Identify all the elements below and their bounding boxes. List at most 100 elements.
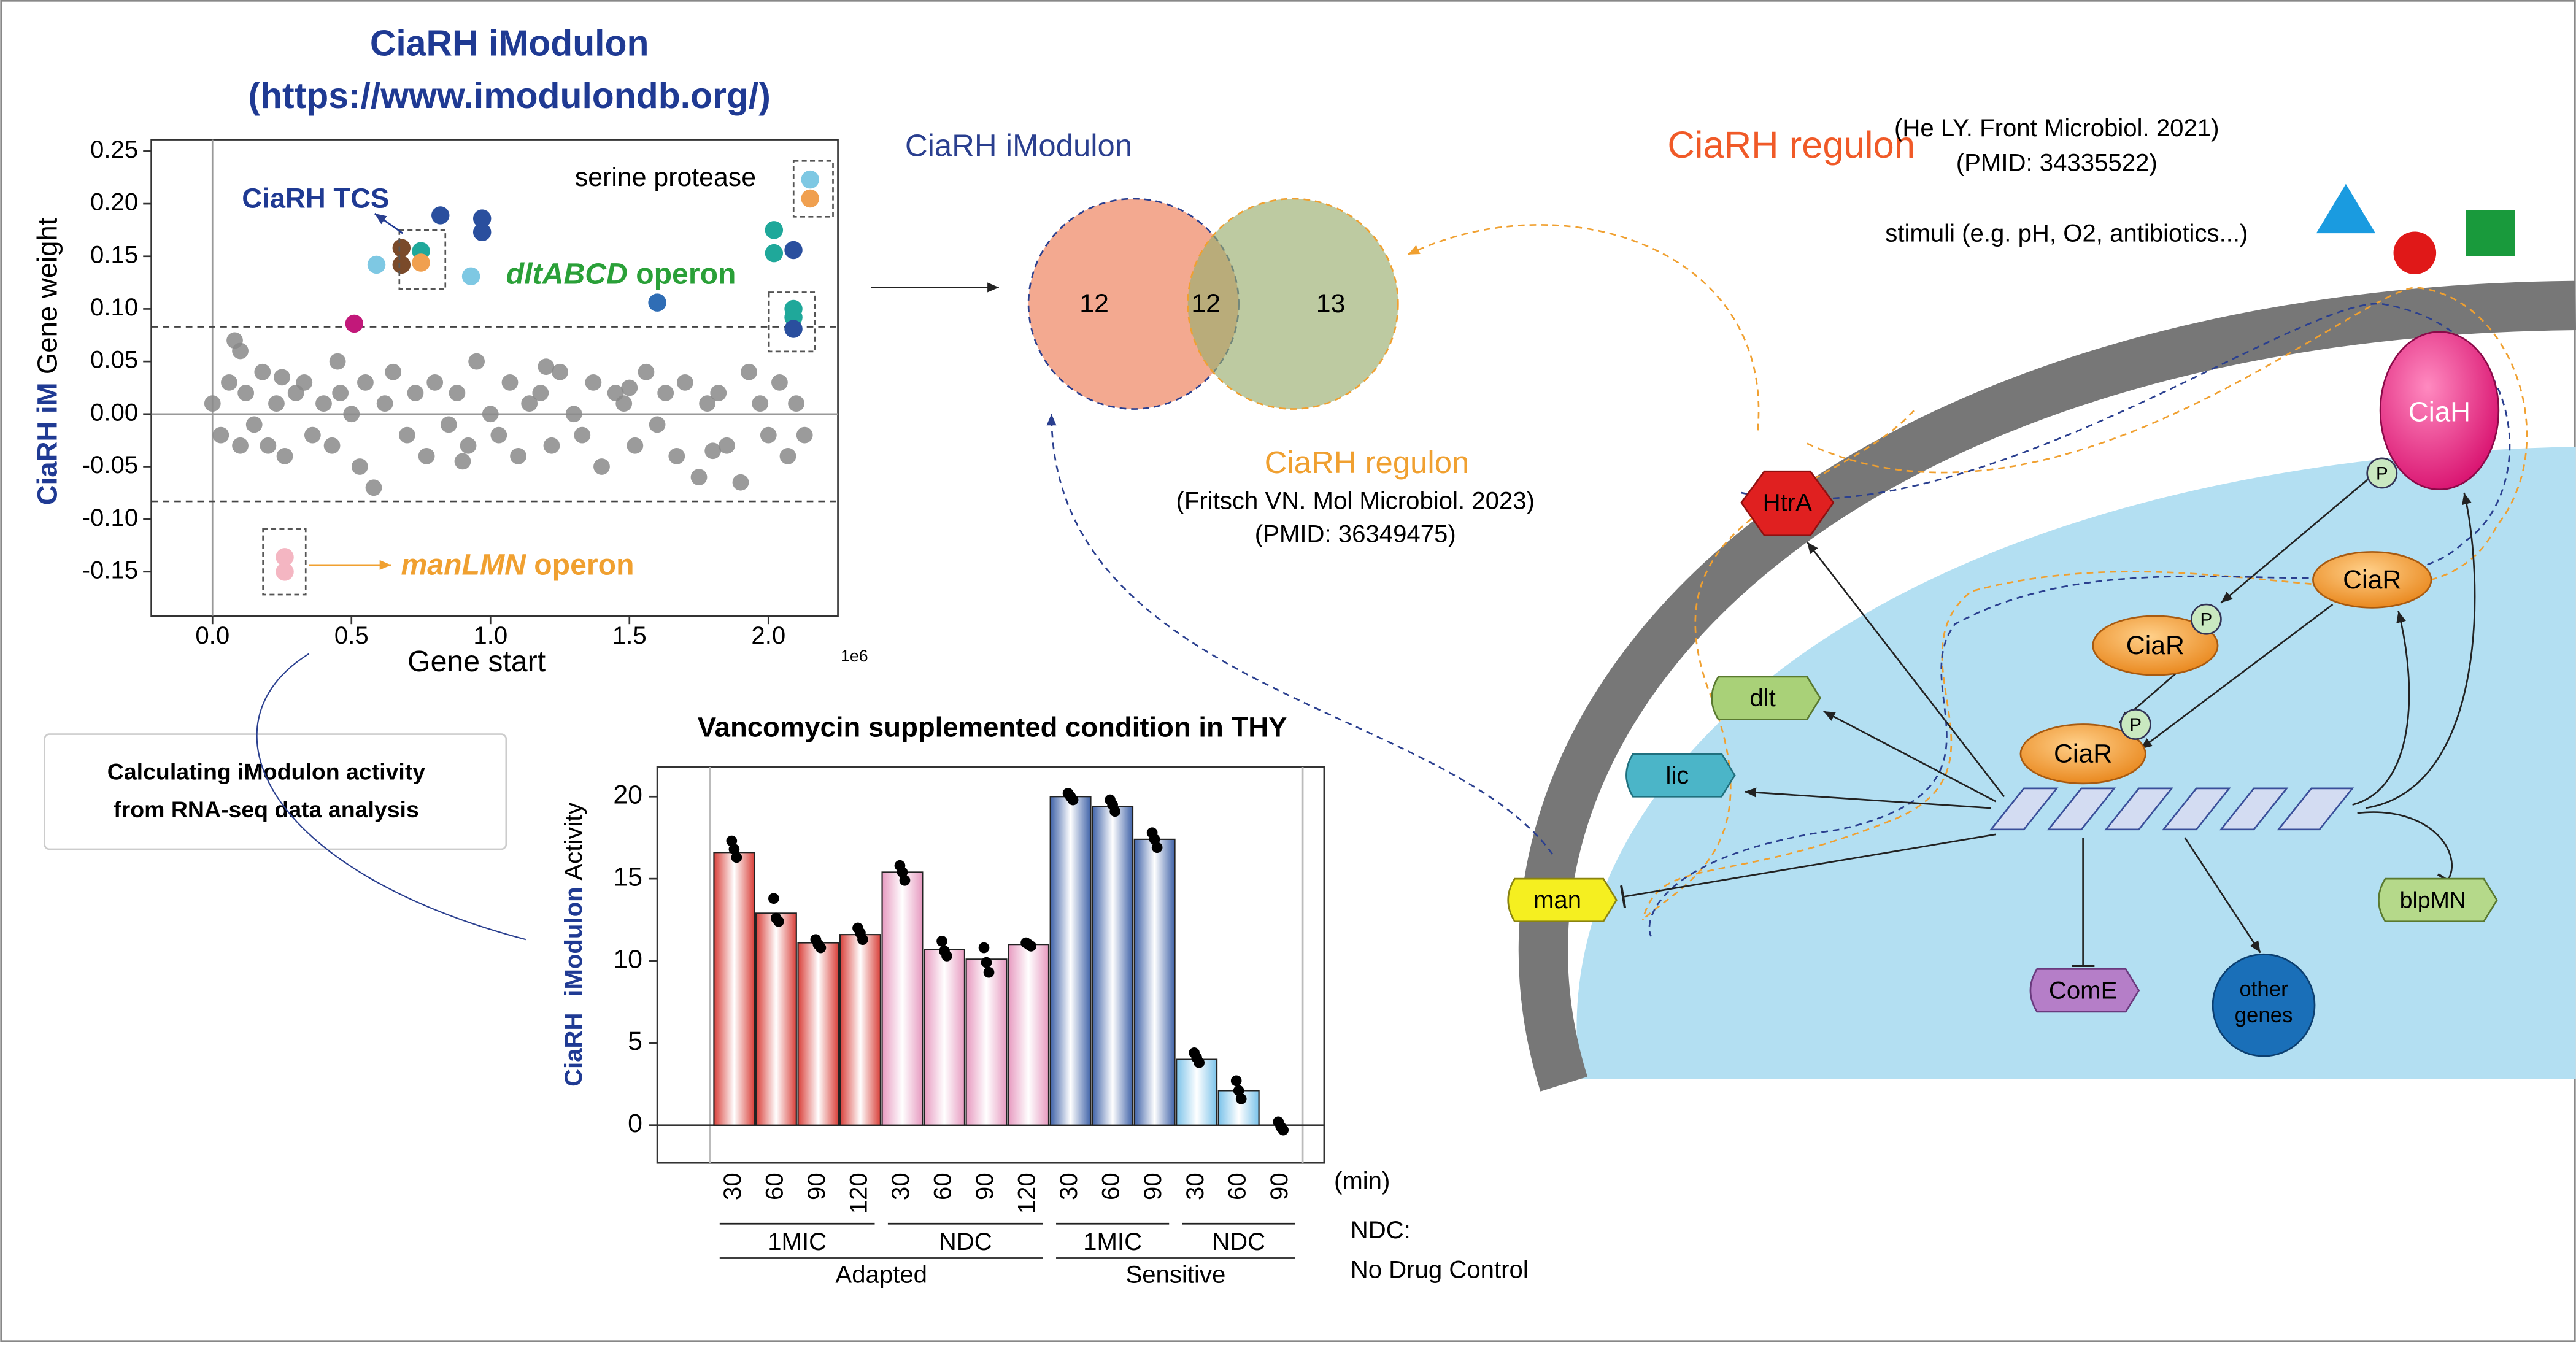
replicate-dot bbox=[1233, 1085, 1244, 1096]
y-tick-label: 0.25 bbox=[90, 136, 138, 163]
point bbox=[801, 189, 819, 208]
y-tick-label: 5 bbox=[628, 1027, 642, 1056]
venn-count: 13 bbox=[1316, 289, 1346, 318]
blpmn-node bbox=[2378, 877, 2498, 923]
point bbox=[260, 437, 277, 454]
y-tick-label: 15 bbox=[613, 862, 642, 892]
bar bbox=[1008, 944, 1050, 1126]
point bbox=[412, 253, 430, 272]
point bbox=[418, 447, 435, 464]
node-label: genes bbox=[2235, 1004, 2293, 1027]
point bbox=[585, 374, 602, 391]
point bbox=[765, 244, 784, 263]
point bbox=[268, 395, 285, 412]
method-box bbox=[44, 733, 507, 850]
point bbox=[482, 406, 499, 423]
title: Vancomycin supplemented condition in THY bbox=[698, 712, 1287, 743]
replicate-dot bbox=[1067, 794, 1079, 806]
x-tick-label: 30 bbox=[1181, 1173, 1209, 1200]
point bbox=[704, 442, 722, 460]
lic-node bbox=[1625, 753, 1736, 798]
annotation: serine protease bbox=[575, 163, 756, 192]
dna bbox=[1989, 787, 2354, 831]
stimulus-icon bbox=[2316, 183, 2376, 234]
node-label: P bbox=[2200, 610, 2213, 630]
method-text: Calculating iModulon activity bbox=[107, 759, 426, 785]
replicate-dot bbox=[1149, 834, 1160, 845]
point bbox=[718, 437, 735, 454]
annotation-box bbox=[792, 160, 834, 218]
point bbox=[690, 469, 708, 486]
annotation-part: operon bbox=[628, 257, 736, 290]
man-node bbox=[1507, 877, 1618, 923]
replicate-dot bbox=[728, 844, 740, 855]
bar bbox=[839, 934, 881, 1126]
point bbox=[627, 437, 644, 454]
x-tick-label: 0.0 bbox=[195, 622, 229, 649]
replicate-dot bbox=[726, 835, 738, 847]
replicate-dot bbox=[983, 966, 995, 978]
replicate-dot bbox=[815, 942, 827, 954]
bar bbox=[1049, 796, 1092, 1126]
method-text: from RNA-seq data analysis bbox=[114, 796, 419, 822]
point bbox=[392, 239, 411, 257]
group-label: 1MIC bbox=[768, 1228, 827, 1255]
point bbox=[460, 437, 477, 454]
node-label: CiaR bbox=[2126, 631, 2185, 660]
point bbox=[801, 170, 819, 189]
replicate-dot bbox=[897, 866, 908, 878]
point bbox=[657, 385, 674, 401]
point bbox=[532, 385, 549, 401]
point bbox=[212, 426, 229, 444]
point bbox=[574, 426, 591, 444]
annotation: manLMN operon bbox=[401, 548, 634, 581]
point bbox=[784, 320, 803, 338]
point bbox=[752, 395, 769, 412]
stimulus-icon bbox=[2466, 210, 2515, 256]
point bbox=[274, 369, 290, 386]
point bbox=[449, 385, 466, 401]
x-tick-label: 1.5 bbox=[612, 622, 647, 649]
group-label: NDC bbox=[1212, 1228, 1265, 1255]
citation: (PMID: 34335522) bbox=[1956, 148, 2158, 176]
x-tick-label: 60 bbox=[760, 1173, 788, 1200]
point bbox=[365, 479, 382, 496]
point bbox=[784, 241, 803, 260]
point bbox=[345, 314, 364, 333]
replicate-dot bbox=[936, 936, 947, 947]
point bbox=[221, 374, 237, 391]
point bbox=[621, 379, 638, 396]
point bbox=[779, 447, 796, 464]
node-label: CiaR bbox=[2343, 565, 2401, 595]
node-label: P bbox=[2376, 463, 2388, 484]
bar bbox=[924, 949, 965, 1126]
point bbox=[649, 416, 666, 433]
node-label: man bbox=[1533, 886, 1581, 914]
annotation-box bbox=[398, 229, 447, 290]
point bbox=[510, 447, 526, 464]
y-tick-label: 20 bbox=[613, 780, 642, 810]
point bbox=[521, 395, 538, 412]
point bbox=[699, 395, 716, 412]
y-tick-label: 0.10 bbox=[90, 293, 138, 321]
point bbox=[276, 548, 294, 566]
note: No Drug Control bbox=[1351, 1256, 1529, 1284]
replicate-dot bbox=[978, 942, 990, 954]
point bbox=[472, 209, 492, 228]
x-tick-label: 90 bbox=[1139, 1173, 1167, 1200]
point bbox=[676, 374, 693, 391]
venn-circle bbox=[1187, 198, 1399, 410]
ciar-node bbox=[2312, 551, 2432, 609]
annotation-part: dltABCD bbox=[506, 257, 628, 290]
venn: 12 12 13 CiaRH iModulon CiaRH regulon (F… bbox=[871, 128, 1760, 855]
replicate-dot bbox=[857, 934, 868, 946]
ciar-node bbox=[2019, 723, 2146, 785]
x-tick-label: 120 bbox=[1013, 1173, 1041, 1214]
x-tick-label: 120 bbox=[845, 1173, 873, 1214]
replicate-dot bbox=[773, 915, 784, 927]
point bbox=[232, 342, 249, 360]
citation: (PMID: 36349475) bbox=[1255, 520, 1456, 547]
node-label: dlt bbox=[1749, 684, 1775, 712]
y-axis-label-part: CiaRH iM bbox=[32, 382, 63, 505]
